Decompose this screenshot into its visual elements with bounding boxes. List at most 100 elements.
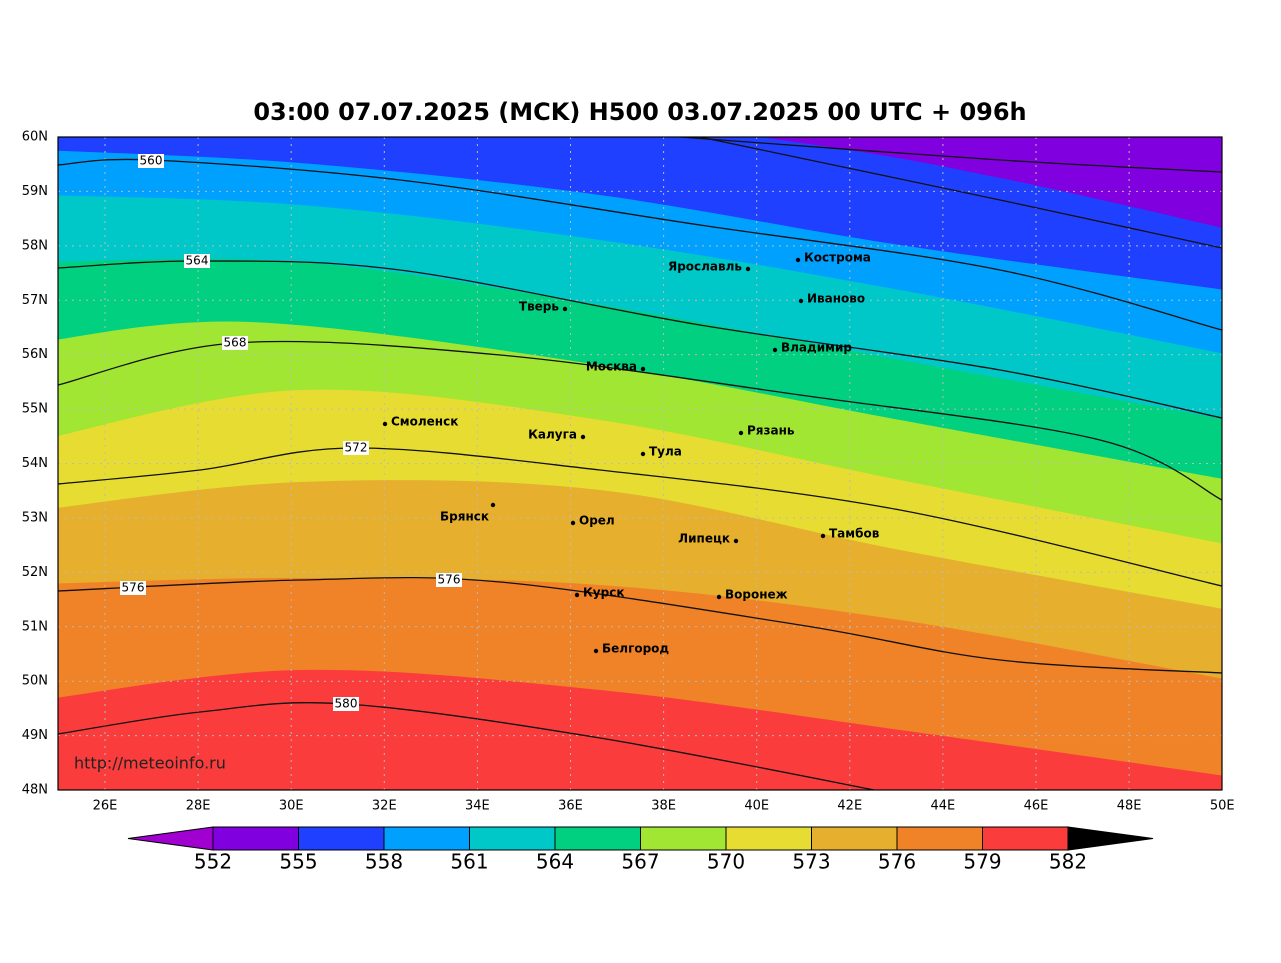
- city-dot: [574, 592, 580, 598]
- colorbar-tick-label: 567: [621, 850, 659, 874]
- colorbar-tick-label: 576: [878, 850, 916, 874]
- city-label: Липецк: [678, 532, 730, 546]
- colorbar-tick-label: 579: [963, 850, 1001, 874]
- lon-label: 42E: [837, 799, 862, 814]
- city-label: Владимир: [781, 341, 852, 355]
- colorbar-segment: [298, 826, 385, 851]
- colorbar-tick-label: 561: [450, 850, 488, 874]
- city-dot: [593, 648, 599, 654]
- colorbar-segment: [383, 826, 470, 851]
- colorbar-segment: [469, 826, 556, 851]
- contour-label: 564: [186, 254, 209, 268]
- lat-label: 57N: [22, 293, 48, 308]
- contour-line: [58, 447, 1222, 587]
- lon-label: 34E: [465, 799, 490, 814]
- contour-label: 576: [438, 573, 461, 587]
- city-dot: [745, 266, 751, 272]
- colorbar-tick-label: 570: [707, 850, 745, 874]
- city-dot: [733, 538, 739, 544]
- contour-line: [58, 576, 1222, 674]
- lat-label: 59N: [22, 184, 48, 199]
- lat-label: 55N: [22, 402, 48, 417]
- colorbar-tick-label: 573: [792, 850, 830, 874]
- colorbar-tick-label: 552: [194, 850, 232, 874]
- contour-label-bg: [138, 154, 164, 168]
- city-label: Калуга: [528, 428, 577, 442]
- contour-line: [699, 137, 1222, 249]
- colorbar-tick-label: 558: [365, 850, 403, 874]
- lat-label: 60N: [22, 130, 48, 145]
- lon-label: 48E: [1117, 799, 1142, 814]
- city-dot: [382, 421, 388, 427]
- city-dot: [562, 306, 568, 312]
- contour-label-bg: [333, 697, 359, 711]
- lon-label: 30E: [279, 799, 304, 814]
- city-label: Курск: [583, 586, 624, 600]
- lat-label: 48N: [22, 783, 48, 798]
- city-dot: [772, 347, 778, 353]
- city-label: Ярославль: [668, 260, 742, 274]
- city-dot: [640, 451, 646, 457]
- colorbar: 552 555 558 561 564 567 570 573 576 579 582: [127, 826, 1154, 874]
- lon-label: 46E: [1024, 799, 1049, 814]
- colorbar-segment: [811, 826, 898, 851]
- city-dot: [640, 366, 646, 372]
- grid: [58, 137, 1222, 790]
- lat-label: 54N: [22, 456, 48, 471]
- city-dot: [580, 434, 586, 440]
- lon-label: 50E: [1210, 799, 1235, 814]
- city-dot: [820, 533, 826, 539]
- colorbar-segment: [554, 826, 641, 851]
- colorbar-segment: [896, 826, 983, 851]
- city-dot: [716, 594, 722, 600]
- lat-label: 50N: [22, 674, 48, 689]
- lat-label: 52N: [22, 565, 48, 580]
- city-label: Тамбов: [829, 527, 880, 541]
- contour-label-bg: [184, 254, 210, 268]
- colorbar-segment: [725, 826, 812, 851]
- contour-label: 568: [224, 336, 247, 350]
- lon-label: 28E: [186, 799, 211, 814]
- contour-label: 560: [140, 154, 163, 168]
- height-bands: [58, 137, 1222, 790]
- city-dot: [570, 520, 576, 526]
- colorbar-segment: [640, 826, 727, 851]
- city-dot: [490, 502, 496, 508]
- city-dot: [795, 257, 801, 263]
- labels: 26E 28E 30E 32E 34E 36E 38E 40E 42E 44E 46E 48E 50E 6…: [22, 130, 1235, 814]
- lat-label: 58N: [22, 238, 48, 253]
- city-dot: [798, 298, 804, 304]
- contour-label-bg: [222, 336, 248, 350]
- city-label: Тула: [649, 445, 682, 459]
- city-label: Белгород: [602, 642, 669, 656]
- contour-line: [679, 137, 1222, 173]
- contour-label: 580: [335, 697, 358, 711]
- lon-label: 32E: [372, 799, 397, 814]
- colorbar-segment: [212, 826, 299, 851]
- colorbar-segment: [982, 826, 1069, 851]
- city-label: Орел: [579, 514, 615, 528]
- city-dot: [738, 430, 744, 436]
- colorbar-extend: [1067, 826, 1154, 851]
- city-label: Кострома: [804, 251, 871, 265]
- lat-label: 53N: [22, 510, 48, 525]
- contour-label-bg: [343, 441, 369, 455]
- lon-label: 44E: [931, 799, 956, 814]
- contour-label: 576: [122, 581, 145, 595]
- contour-label: 572: [345, 441, 368, 455]
- city-label: Брянск: [440, 510, 489, 524]
- colorbar-extend: [127, 826, 214, 851]
- colorbar-tick-label: 564: [536, 850, 574, 874]
- lon-label: 36E: [558, 799, 583, 814]
- colorbar-tick-label: 582: [1049, 850, 1087, 874]
- colorbar-tick-label: 555: [279, 850, 317, 874]
- city-label: Тверь: [519, 300, 560, 314]
- lat-label: 56N: [22, 347, 48, 362]
- watermark: http://meteoinfo.ru: [74, 754, 226, 773]
- contour-line: [58, 158, 1222, 331]
- contour-line: [58, 702, 878, 790]
- contour-label-bg: [436, 573, 462, 587]
- title: 03:00 07.07.2025 (MCK) H500 03.07.2025 0…: [253, 98, 1026, 126]
